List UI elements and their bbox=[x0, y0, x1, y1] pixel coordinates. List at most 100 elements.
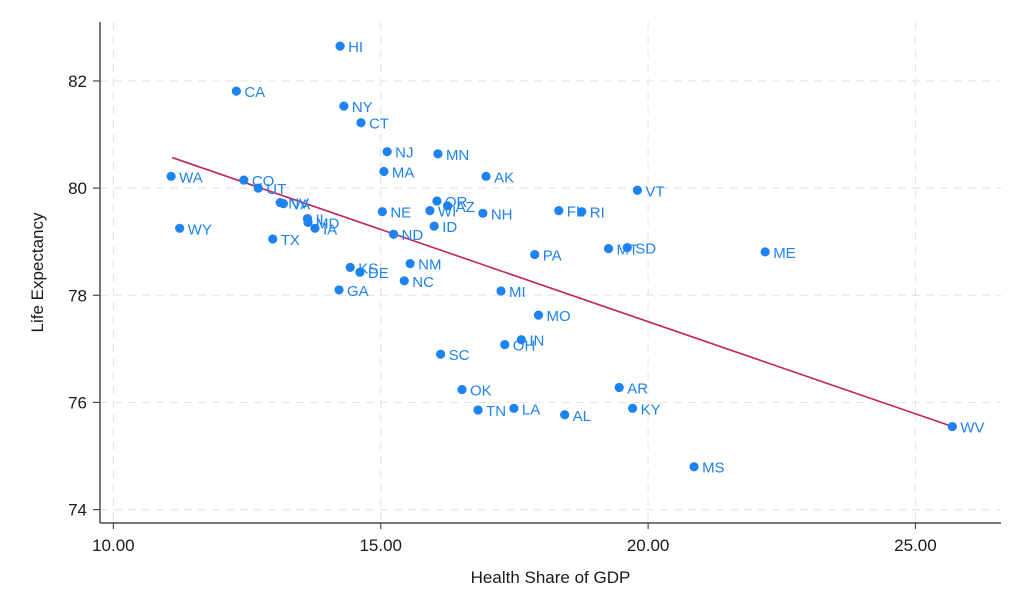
data-point-nd bbox=[388, 229, 399, 239]
data-point-ct bbox=[356, 118, 366, 128]
y-tick-label: 76 bbox=[68, 393, 87, 412]
x-tick-label: 15.00 bbox=[359, 536, 402, 555]
y-tick-label: 80 bbox=[68, 179, 87, 198]
data-point-al bbox=[560, 410, 570, 420]
data-point-nc bbox=[399, 276, 409, 286]
data-point-md bbox=[303, 217, 313, 227]
data-point-nh bbox=[478, 208, 488, 218]
point-label-ri: RI bbox=[590, 205, 605, 222]
data-point-mn bbox=[433, 149, 443, 159]
data-point-wi bbox=[425, 206, 435, 216]
ticks: 10.00 15.00 20.00 25.00 74 76 78 80 82 bbox=[68, 72, 937, 555]
point-label-ne: NE bbox=[390, 205, 411, 222]
point-label-pa: PA bbox=[543, 248, 562, 265]
point-label-az: AZ bbox=[456, 199, 475, 216]
point-label-ky: KY bbox=[641, 401, 661, 418]
data-point-nm bbox=[405, 259, 415, 269]
point-label-ma: MA bbox=[392, 164, 415, 181]
point-label-ok: OK bbox=[470, 383, 492, 400]
data-point-mo bbox=[533, 310, 544, 320]
point-label-oh: OH bbox=[513, 338, 536, 355]
data-point-id bbox=[429, 221, 439, 231]
data-point-hi bbox=[335, 41, 345, 51]
point-label-tx: TX bbox=[281, 232, 300, 249]
point-label-la: LA bbox=[522, 401, 540, 418]
point-label-nj: NJ bbox=[395, 145, 413, 162]
point-label-de: DE bbox=[368, 265, 389, 282]
data-point-ga bbox=[334, 285, 344, 295]
data-point-mt bbox=[603, 244, 614, 254]
point-label-mn: MN bbox=[446, 147, 469, 164]
point-label-wa: WA bbox=[179, 169, 203, 186]
point-label-sc: SC bbox=[449, 347, 470, 364]
data-point-wv bbox=[947, 421, 957, 432]
data-point-sc bbox=[436, 349, 446, 359]
data-point-wa bbox=[166, 171, 176, 181]
data-point-ne bbox=[377, 207, 387, 217]
data-point-ca bbox=[231, 86, 241, 96]
point-label-va: VA bbox=[291, 197, 310, 214]
point-label-ct: CT bbox=[369, 116, 389, 133]
point-label-id: ID bbox=[442, 219, 457, 236]
data-point-tx bbox=[268, 234, 278, 244]
y-tick-label: 82 bbox=[68, 72, 87, 91]
point-label-vt: VT bbox=[645, 183, 664, 200]
data-point-ri bbox=[577, 207, 587, 217]
point-label-ga: GA bbox=[347, 283, 369, 300]
data-point-mi bbox=[496, 286, 506, 296]
point-label-me: ME bbox=[773, 245, 796, 262]
data-point-nj bbox=[382, 147, 392, 157]
data-point-pa bbox=[530, 249, 540, 260]
data-point-or bbox=[432, 196, 442, 206]
data-point-ok bbox=[457, 384, 467, 395]
data-point-wy bbox=[175, 223, 185, 233]
y-tick-label: 78 bbox=[68, 286, 87, 305]
point-label-wv: WV bbox=[960, 420, 984, 437]
point-label-mi: MI bbox=[509, 284, 526, 301]
data-point-la bbox=[509, 403, 519, 413]
point-label-il: IL bbox=[315, 212, 328, 229]
data-point-vt bbox=[632, 185, 642, 195]
data-point-az bbox=[442, 201, 453, 211]
data-point-fl bbox=[554, 206, 564, 216]
data-point-va bbox=[278, 199, 289, 209]
data-point-tn bbox=[473, 405, 483, 415]
x-tick-label: 20.00 bbox=[627, 536, 670, 555]
point-label-nv: NV bbox=[288, 196, 309, 213]
point-label-nh: NH bbox=[491, 206, 513, 223]
data-point-ky bbox=[627, 403, 638, 413]
x-tick-label: 25.00 bbox=[894, 536, 937, 555]
fit-line-group bbox=[171, 156, 953, 428]
point-label-ar: AR bbox=[627, 380, 648, 397]
data-point-ms bbox=[689, 462, 699, 472]
point-label-mo: MO bbox=[546, 308, 570, 325]
point-label-nd: ND bbox=[402, 227, 424, 244]
y-tick-label: 74 bbox=[68, 501, 87, 520]
data-point-oh bbox=[500, 339, 510, 350]
point-label-ny: NY bbox=[352, 99, 373, 116]
data-point-ks bbox=[345, 262, 355, 273]
data-point-ak bbox=[481, 171, 491, 181]
data-point-ut bbox=[253, 183, 263, 193]
point-label-wy: WY bbox=[188, 221, 212, 238]
point-label-al: AL bbox=[573, 408, 591, 425]
grid bbox=[100, 22, 1001, 523]
data-point-de bbox=[355, 267, 365, 277]
data-point-ma bbox=[379, 166, 389, 177]
data-point-in bbox=[516, 335, 526, 345]
data-point-sd bbox=[622, 242, 632, 253]
x-axis-title: Health Share of GDP bbox=[471, 568, 631, 587]
point-label-hi: HI bbox=[348, 39, 363, 56]
point-label-md: MD bbox=[316, 215, 339, 232]
axes bbox=[99, 22, 1001, 524]
y-axis-title: Life Expectancy bbox=[28, 212, 47, 333]
point-label-in: IN bbox=[529, 333, 544, 350]
point-label-tn: TN bbox=[486, 403, 506, 420]
data-point-ia bbox=[310, 223, 320, 233]
point-label-ut: UT bbox=[266, 181, 286, 198]
point-label-ia: IA bbox=[323, 221, 337, 238]
x-tick-label: 10.00 bbox=[92, 536, 135, 555]
data-point-me bbox=[760, 247, 770, 257]
